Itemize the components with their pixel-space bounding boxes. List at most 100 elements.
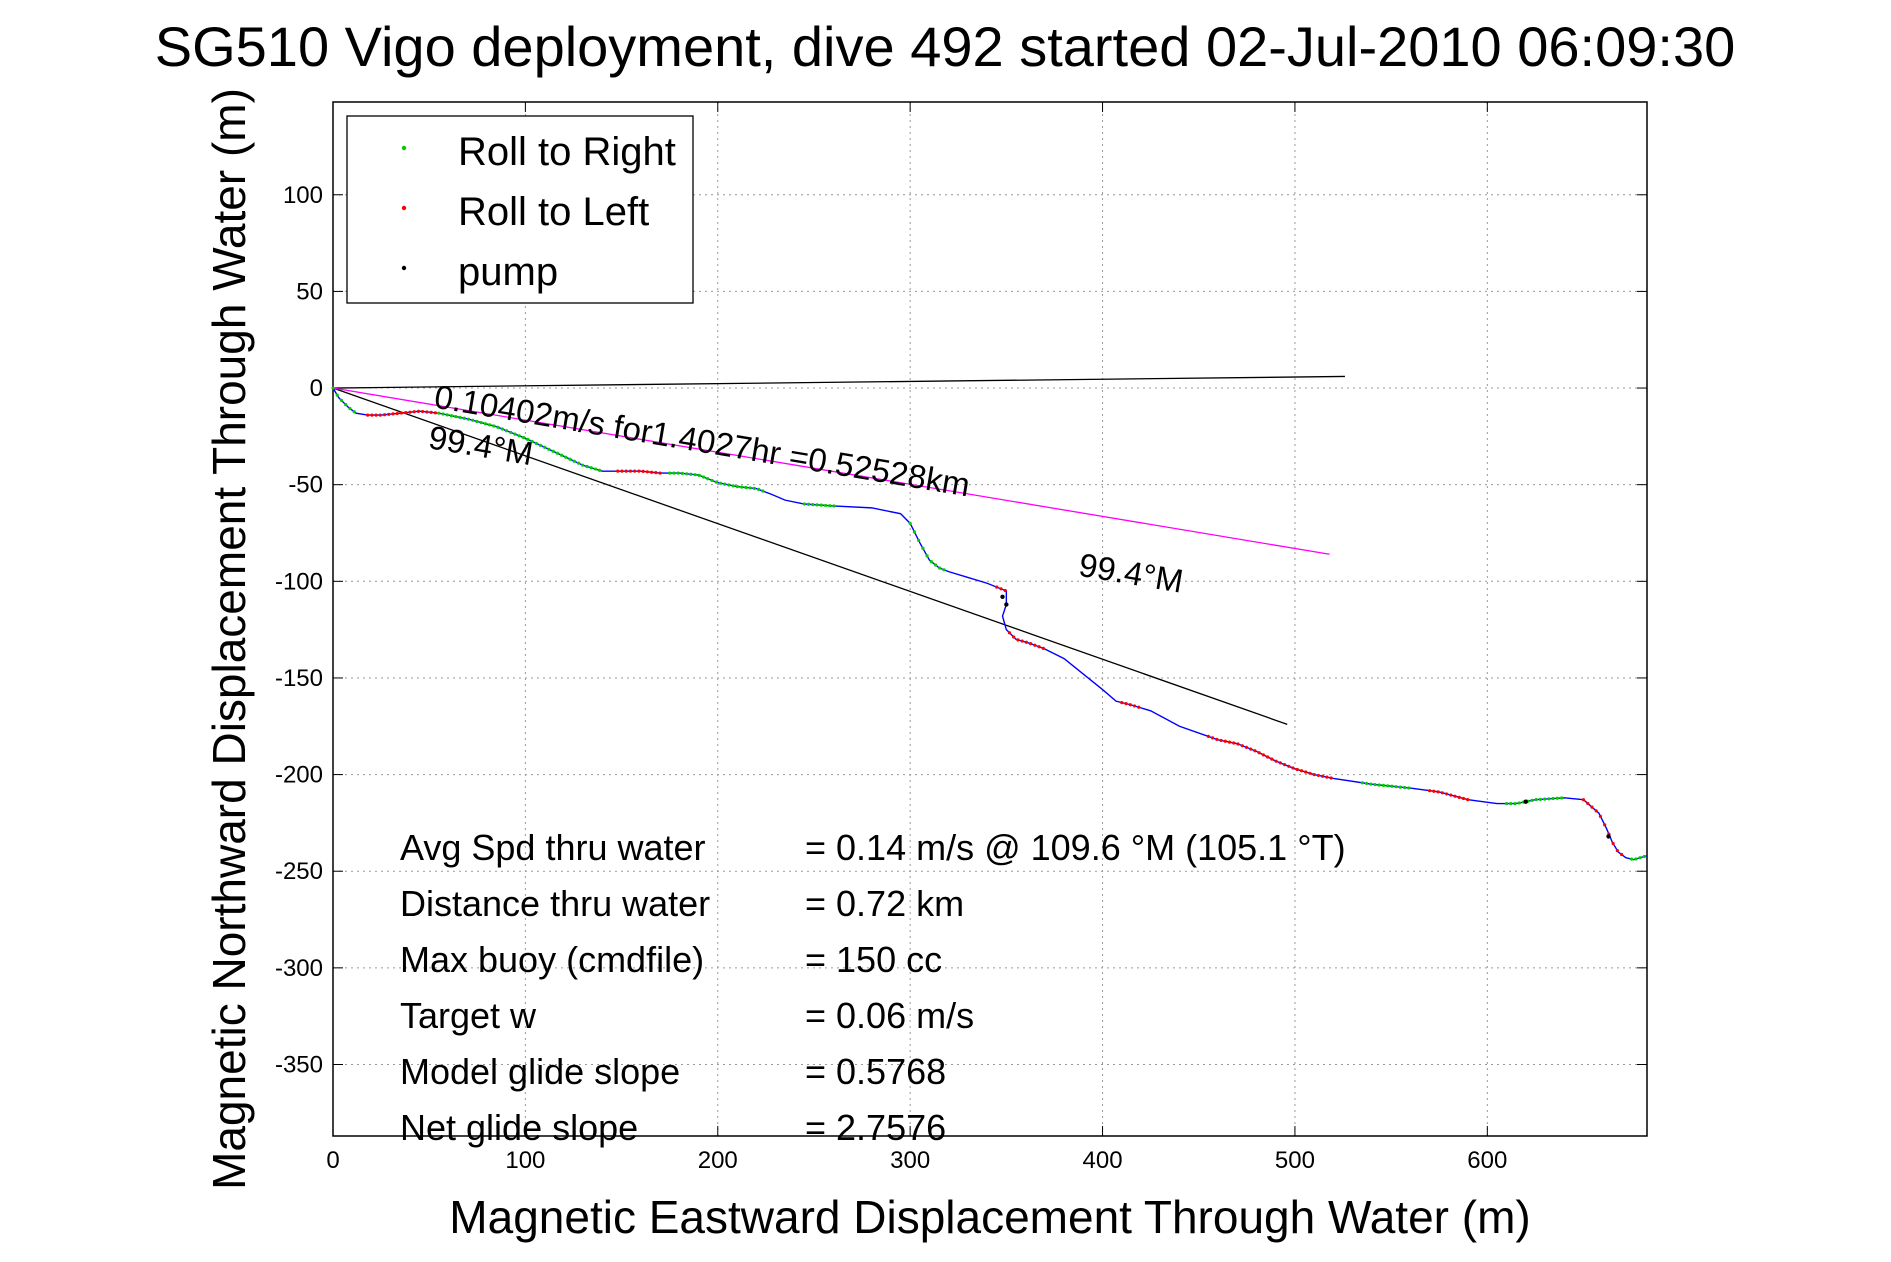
roll-left-marker (1028, 641, 1033, 646)
roll-right-marker (1547, 797, 1551, 801)
legend-marker (401, 265, 407, 271)
roll-left-marker (1282, 763, 1287, 767)
roll-right-marker (585, 464, 589, 469)
y-tick-label: -350 (275, 1051, 323, 1078)
roll-right-marker (509, 430, 513, 435)
roll-right-marker (680, 471, 684, 475)
roll-left-marker (616, 469, 620, 473)
roll-right-marker (668, 471, 672, 475)
roll-left-marker (1316, 773, 1321, 778)
roll-right-marker (598, 468, 602, 472)
roll-left-marker (421, 409, 425, 414)
roll-left-marker (1615, 849, 1619, 853)
roll-left-marker (1261, 753, 1265, 757)
roll-left-marker (1598, 814, 1603, 818)
roll-right-marker (752, 486, 756, 490)
roll-right-marker (1386, 784, 1390, 788)
y-tick-label: -250 (275, 858, 323, 885)
roll-right-marker (589, 466, 593, 470)
roll-right-marker (689, 472, 693, 476)
roll-right-marker (1517, 801, 1521, 805)
roll-left-marker (1240, 744, 1244, 748)
stat-value: = 0.06 m/s (805, 995, 974, 1036)
roll-right-marker (576, 461, 581, 465)
roll-right-marker (568, 457, 572, 461)
roll-right-marker (756, 487, 761, 492)
roll-left-marker (1278, 761, 1282, 765)
roll-left-marker (378, 413, 382, 417)
roll-left-marker (382, 413, 387, 417)
heading-annotation-2: 99.4°M (1076, 546, 1186, 600)
legend: Roll to Right Roll to Left pump (346, 115, 694, 304)
pump-marker (1004, 602, 1009, 607)
roll-right-marker (331, 386, 335, 390)
roll-right-marker (513, 432, 517, 436)
roll-right-marker (740, 485, 744, 489)
roll-right-marker (1538, 797, 1543, 801)
stat-value: = 0.14 m/s @ 109.6 °M (105.1 °T) (805, 827, 1346, 868)
roll-right-marker (543, 445, 547, 449)
speed-line (332, 387, 1330, 555)
roll-right-marker (471, 418, 475, 422)
roll-right-marker (744, 485, 748, 490)
roll-left-marker (1024, 640, 1028, 644)
roll-right-marker (925, 554, 929, 558)
roll-left-marker (1206, 734, 1210, 739)
stat-label: Distance thru water (400, 883, 710, 924)
reference-line (332, 375, 1345, 389)
roll-right-marker (832, 504, 836, 508)
roll-right-marker (806, 502, 811, 506)
roll-left-marker (649, 470, 654, 474)
roll-right-marker (500, 427, 504, 431)
roll-right-marker (445, 413, 449, 417)
roll-right-marker (811, 502, 815, 507)
roll-left-marker (1295, 767, 1299, 772)
roll-right-marker (344, 403, 348, 407)
roll-right-marker (352, 410, 356, 414)
roll-left-marker (1124, 702, 1128, 706)
roll-right-marker (685, 472, 689, 476)
roll-right-marker (593, 467, 598, 471)
x-tick-label: 0 (326, 1147, 339, 1174)
roll-left-marker (395, 411, 399, 416)
roll-right-marker (718, 481, 723, 485)
roll-left-marker (1236, 742, 1240, 746)
roll-left-marker (1611, 841, 1615, 846)
legend-marker (401, 205, 407, 211)
pump-marker (1523, 799, 1528, 804)
x-tick-label: 300 (890, 1147, 930, 1174)
plot-axes (332, 101, 1648, 1137)
roll-left-marker (995, 585, 999, 589)
roll-left-marker (1321, 774, 1325, 778)
legend-label: pump (458, 250, 558, 294)
x-tick-label: 200 (698, 1147, 738, 1174)
roll-right-marker (475, 419, 479, 424)
roll-left-marker (1581, 798, 1586, 802)
roll-right-marker (942, 568, 946, 572)
roll-right-marker (731, 484, 735, 488)
roll-left-marker (416, 409, 421, 413)
y-tick-label: -50 (288, 472, 323, 499)
roll-right-marker (492, 424, 496, 428)
roll-right-marker (1373, 782, 1377, 787)
roll-right-marker (1509, 801, 1513, 806)
roll-right-marker (706, 477, 710, 481)
roll-right-marker (538, 443, 542, 447)
roll-left-marker (1249, 747, 1253, 751)
roll-right-marker (1551, 796, 1555, 801)
y-tick-label: 50 (296, 278, 323, 305)
y-tick-label: -150 (275, 665, 323, 692)
roll-left-marker (1308, 771, 1312, 775)
roll-left-marker (408, 410, 412, 414)
roll-right-marker (723, 482, 727, 486)
roll-left-marker (1304, 770, 1308, 774)
roll-left-marker (404, 411, 408, 415)
roll-left-marker (624, 469, 628, 473)
roll-left-marker (1253, 749, 1257, 753)
roll-right-marker (735, 485, 739, 489)
roll-left-marker (1266, 755, 1270, 759)
roll-right-marker (1398, 785, 1402, 789)
roll-right-marker (802, 502, 806, 506)
roll-left-marker (1440, 791, 1444, 795)
pump-marker (1000, 594, 1005, 599)
